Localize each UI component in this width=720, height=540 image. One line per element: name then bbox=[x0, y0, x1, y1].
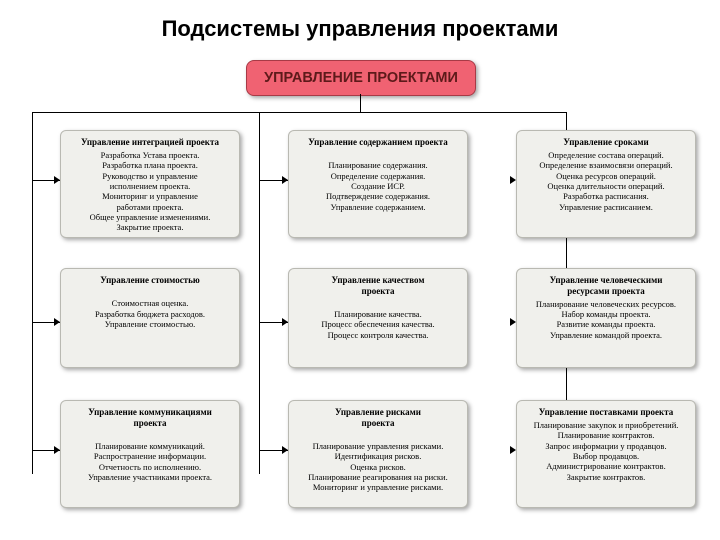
node-line: Планирование человеческих ресурсов. bbox=[523, 299, 689, 309]
node-line: Разработка Устава проекта. bbox=[67, 150, 233, 160]
node-r2-c1: Управление рискамипроекта Планирование у… bbox=[288, 400, 468, 508]
node-r1-c1: Управление качествомпроекта Планирование… bbox=[288, 268, 468, 368]
node-line: Создание ИСР. bbox=[295, 181, 461, 191]
node-line: Мониторинг и управление bbox=[67, 191, 233, 201]
connector-arrow bbox=[510, 446, 516, 454]
node-r0-c2: Управление сроками Определение состава оп… bbox=[516, 130, 696, 238]
node-body: Определение состава операций.Определение… bbox=[523, 150, 689, 212]
node-r2-c2: Управление поставками проекта Планировани… bbox=[516, 400, 696, 508]
connector-line bbox=[360, 94, 361, 112]
node-line: Разработка расписания. bbox=[523, 191, 689, 201]
node-r1-c2: Управление человеческимиресурсами проект… bbox=[516, 268, 696, 368]
node-line: Планирование качества. bbox=[295, 309, 461, 319]
node-title: Управление стоимостью bbox=[67, 275, 233, 286]
node-line: Выбор продавцов. bbox=[523, 451, 689, 461]
node-line: Определение содержания. bbox=[295, 171, 461, 181]
node-line: Мониторинг и управление рисками. bbox=[295, 482, 461, 492]
node-line: Закрытие проекта. bbox=[67, 222, 233, 232]
node-line: Планирование управления рисками. bbox=[295, 441, 461, 451]
node-line: Процесс контроля качества. bbox=[295, 330, 461, 340]
connector-arrow bbox=[282, 176, 288, 184]
connector-line bbox=[32, 112, 566, 113]
node-line: Планирование реагирования на риски. bbox=[295, 472, 461, 482]
node-line: Набор команды проекта. bbox=[523, 309, 689, 319]
node-r2-c0: Управление коммуникациямипроекта Планиро… bbox=[60, 400, 240, 508]
node-r0-c0: Управление интеграцией проекта Разработка… bbox=[60, 130, 240, 238]
connector-arrow bbox=[54, 446, 60, 454]
page-title: Подсистемы управления проектами bbox=[0, 16, 720, 42]
node-line: исполнением проекта. bbox=[67, 181, 233, 191]
node-line: Разработка бюджета расходов. bbox=[67, 309, 233, 319]
node-line: Руководство и управление bbox=[67, 171, 233, 181]
node-body: Планирование человеческих ресурсов.Набор… bbox=[523, 299, 689, 340]
connector-arrow bbox=[282, 446, 288, 454]
connector-arrow bbox=[510, 318, 516, 326]
node-line: работами проекта. bbox=[67, 202, 233, 212]
node-line: Запрос информации у продавцов. bbox=[523, 441, 689, 451]
node-body: Разработка Устава проекта.Разработка пла… bbox=[67, 150, 233, 233]
node-title: Управление рискамипроекта bbox=[295, 407, 461, 429]
node-line: Развитие команды проекта. bbox=[523, 319, 689, 329]
node-title: Управление сроками bbox=[523, 137, 689, 148]
node-title: Управление поставками проекта bbox=[523, 407, 689, 418]
node-r1-c0: Управление стоимостью Стоимостная оценка… bbox=[60, 268, 240, 368]
node-line: Разработка плана проекта. bbox=[67, 160, 233, 170]
node-title: Управление человеческимиресурсами проект… bbox=[523, 275, 689, 297]
connector-arrow bbox=[510, 176, 516, 184]
node-line: Распространение информации. bbox=[67, 451, 233, 461]
node-line: Закрытие контрактов. bbox=[523, 472, 689, 482]
node-line: Администрирование контрактов. bbox=[523, 461, 689, 471]
node-line: Отчетность по исполнению. bbox=[67, 462, 233, 472]
node-title: Управление качествомпроекта bbox=[295, 275, 461, 297]
node-body: Планирование содержания.Определение соде… bbox=[295, 150, 461, 212]
connector-arrow bbox=[54, 176, 60, 184]
node-body: Планирование управления рисками.Идентифи… bbox=[295, 431, 461, 493]
node-body: Стоимостная оценка.Разработка бюджета ра… bbox=[67, 288, 233, 329]
node-line: Подтверждение содержания. bbox=[295, 191, 461, 201]
node-line: Идентификация рисков. bbox=[295, 451, 461, 461]
node-line: Планирование контрактов. bbox=[523, 430, 689, 440]
node-line: Процесс обеспечения качества. bbox=[295, 319, 461, 329]
node-line: Определение состава операций. bbox=[523, 150, 689, 160]
node-r0-c1: Управление содержанием проекта Планирова… bbox=[288, 130, 468, 238]
node-line: Управление стоимостью. bbox=[67, 319, 233, 329]
connector-line bbox=[259, 112, 260, 474]
node-line: Стоимостная оценка. bbox=[67, 298, 233, 308]
node-body: Планирование коммуникаций.Распространени… bbox=[67, 431, 233, 483]
node-line: Определение взаимосвязи операций. bbox=[523, 160, 689, 170]
node-body: Планирование закупок и приобретений.План… bbox=[523, 420, 689, 482]
connector-arrow bbox=[282, 318, 288, 326]
node-line: Управление расписанием. bbox=[523, 202, 689, 212]
root-node-label: УПРАВЛЕНИЕ ПРОЕКТАМИ bbox=[264, 70, 458, 86]
root-node: УПРАВЛЕНИЕ ПРОЕКТАМИ bbox=[246, 60, 476, 96]
node-line: Планирование закупок и приобретений. bbox=[523, 420, 689, 430]
node-title: Управление интеграцией проекта bbox=[67, 137, 233, 148]
connector-line bbox=[32, 112, 33, 474]
node-line: Оценка рисков. bbox=[295, 462, 461, 472]
node-line: Планирование коммуникаций. bbox=[67, 441, 233, 451]
node-line: Оценка длительности операций. bbox=[523, 181, 689, 191]
node-body: Планирование качества.Процесс обеспечени… bbox=[295, 299, 461, 340]
node-title: Управление коммуникациямипроекта bbox=[67, 407, 233, 429]
node-line: Управление командой проекта. bbox=[523, 330, 689, 340]
node-line: Управление содержанием. bbox=[295, 202, 461, 212]
connector-arrow bbox=[54, 318, 60, 326]
node-line: Оценка ресурсов операций. bbox=[523, 171, 689, 181]
node-title: Управление содержанием проекта bbox=[295, 137, 461, 148]
node-line: Управление участниками проекта. bbox=[67, 472, 233, 482]
node-line: Общее управление изменениями. bbox=[67, 212, 233, 222]
node-line: Планирование содержания. bbox=[295, 160, 461, 170]
